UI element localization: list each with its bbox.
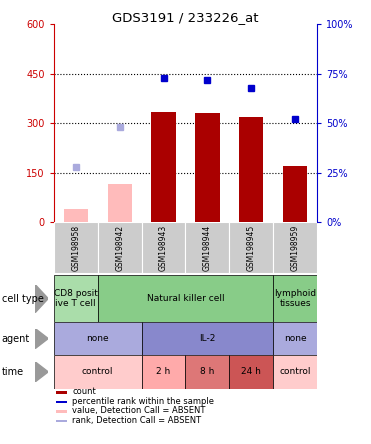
Bar [56, 420, 67, 422]
Bar [54, 275, 98, 322]
Text: rank, Detection Call = ABSENT: rank, Detection Call = ABSENT [72, 416, 201, 424]
Text: count: count [72, 387, 96, 396]
Text: Natural killer cell: Natural killer cell [147, 294, 224, 303]
Text: control: control [279, 367, 311, 377]
Bar [239, 117, 263, 222]
Bar [98, 222, 142, 273]
Bar [54, 222, 98, 273]
Bar [56, 410, 67, 413]
Bar [108, 184, 132, 222]
Bar [186, 355, 229, 388]
Text: GSM198944: GSM198944 [203, 224, 212, 271]
Text: lymphoid
tissues: lymphoid tissues [274, 289, 316, 308]
Text: cell type: cell type [2, 293, 44, 304]
Text: GSM198942: GSM198942 [115, 225, 124, 270]
Bar [273, 222, 317, 273]
Text: 2 h: 2 h [157, 367, 171, 377]
Text: GSM198958: GSM198958 [71, 225, 80, 270]
Bar [229, 222, 273, 273]
Text: control: control [82, 367, 114, 377]
Bar [196, 113, 220, 222]
Text: CD8 posit
ive T cell: CD8 posit ive T cell [54, 289, 98, 308]
Text: none: none [86, 334, 109, 343]
Bar [54, 322, 142, 355]
Bar [186, 222, 229, 273]
Bar [56, 391, 67, 394]
Bar [98, 275, 273, 322]
Bar [56, 400, 67, 404]
Bar [142, 355, 186, 388]
Text: IL-2: IL-2 [199, 334, 216, 343]
Text: value, Detection Call = ABSENT: value, Detection Call = ABSENT [72, 406, 206, 415]
Text: 24 h: 24 h [242, 367, 261, 377]
Text: GSM198943: GSM198943 [159, 224, 168, 271]
Bar [273, 275, 317, 322]
Bar [142, 322, 273, 355]
Text: percentile rank within the sample: percentile rank within the sample [72, 396, 214, 406]
Text: 8 h: 8 h [200, 367, 215, 377]
Bar [142, 222, 186, 273]
Bar [151, 112, 175, 222]
Text: GSM198945: GSM198945 [247, 224, 256, 271]
Polygon shape [35, 329, 48, 349]
Text: agent: agent [2, 333, 30, 344]
Bar [273, 322, 317, 355]
Bar [283, 166, 307, 222]
Polygon shape [35, 362, 48, 382]
Text: time: time [2, 367, 24, 377]
Text: none: none [284, 334, 306, 343]
Text: GSM198959: GSM198959 [291, 224, 300, 271]
Bar [229, 355, 273, 388]
Polygon shape [35, 285, 48, 313]
Bar [273, 355, 317, 388]
Bar [64, 209, 88, 222]
Text: GDS3191 / 233226_at: GDS3191 / 233226_at [112, 11, 259, 24]
Bar [54, 355, 142, 388]
